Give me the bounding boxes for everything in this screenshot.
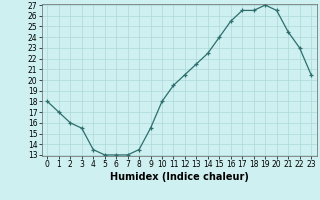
- X-axis label: Humidex (Indice chaleur): Humidex (Indice chaleur): [110, 172, 249, 182]
